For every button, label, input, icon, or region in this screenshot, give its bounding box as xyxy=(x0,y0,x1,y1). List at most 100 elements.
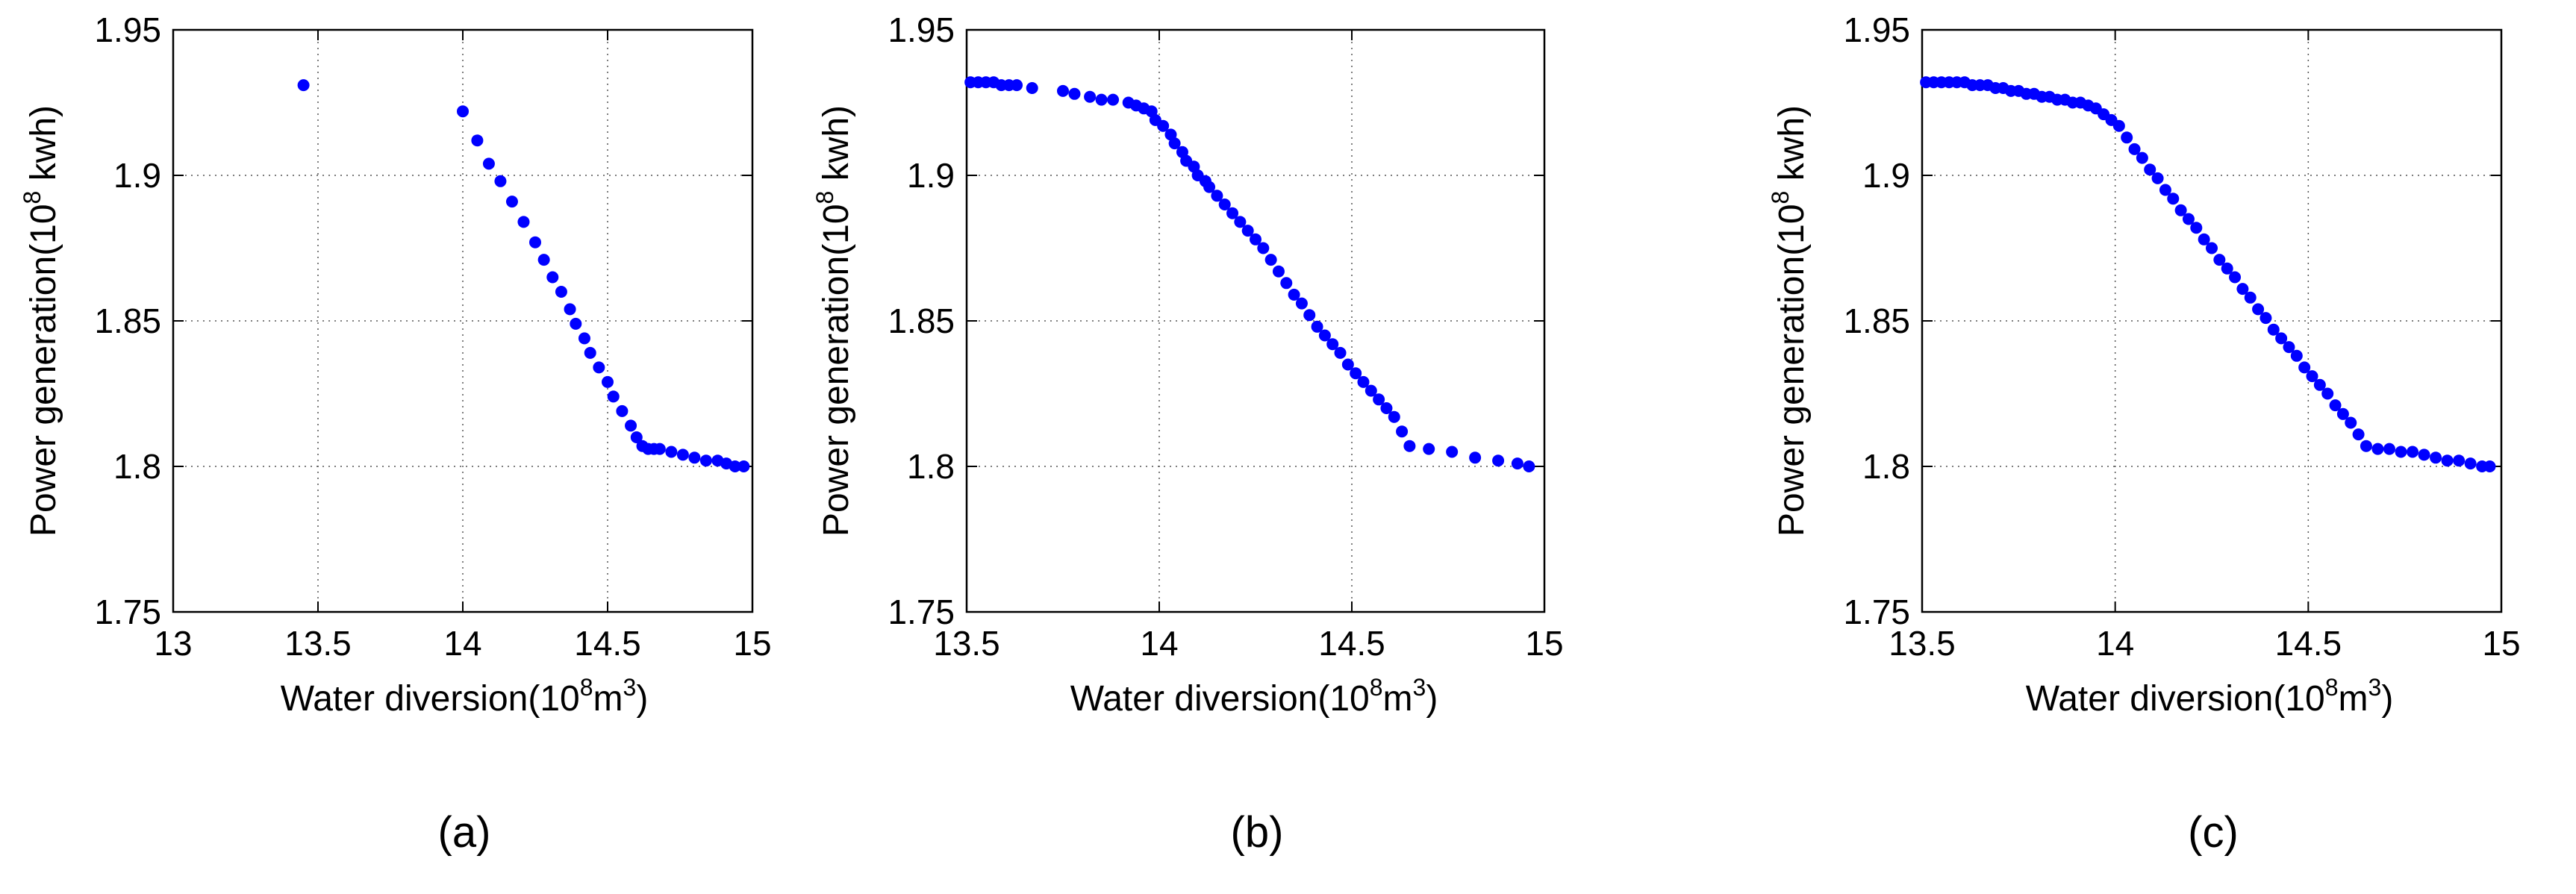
data-point xyxy=(564,303,576,316)
data-point xyxy=(1469,451,1482,464)
data-point xyxy=(1350,367,1362,380)
data-point xyxy=(2252,303,2265,316)
data-point xyxy=(1068,87,1081,100)
data-point xyxy=(1026,82,1038,94)
data-point xyxy=(1203,181,1216,193)
data-point xyxy=(1303,309,1316,322)
data-point xyxy=(1211,190,1223,202)
x-tick-label: 13 xyxy=(154,624,192,663)
y-tick-label: 1.95 xyxy=(94,10,161,49)
data-point xyxy=(1226,207,1239,219)
data-point xyxy=(2144,163,2156,176)
data-point xyxy=(2221,262,2233,275)
x-tick-label: 14 xyxy=(443,624,481,663)
data-point xyxy=(1095,93,1108,106)
x-axis-label: Water diversion(108m3) xyxy=(2026,674,2394,719)
data-point xyxy=(2360,440,2372,452)
data-point xyxy=(2430,451,2442,464)
panel-caption: (b) xyxy=(1231,808,1284,857)
data-point xyxy=(2395,446,2407,458)
data-point xyxy=(1057,84,1069,97)
y-tick-label: 1.85 xyxy=(1843,301,1910,340)
x-tick-label: 15 xyxy=(1525,624,1563,663)
x-tick-label: 13.5 xyxy=(933,624,1000,663)
data-point xyxy=(1326,338,1339,351)
plot-area xyxy=(1922,30,2501,612)
data-point xyxy=(1280,277,1293,290)
data-point xyxy=(546,271,559,284)
data-point xyxy=(2198,233,2210,246)
data-point xyxy=(1423,443,1435,455)
panel-caption: (a) xyxy=(438,808,491,857)
data-point xyxy=(1234,216,1247,228)
y-axis-label: Power generation(108 kwh) xyxy=(19,105,63,537)
data-point xyxy=(2407,446,2419,458)
data-point xyxy=(1523,460,1535,472)
x-tick-label: 14.5 xyxy=(574,624,641,663)
data-point xyxy=(665,446,678,458)
x-tick-label: 14 xyxy=(1140,624,1178,663)
data-point xyxy=(1168,137,1181,150)
data-point xyxy=(1396,425,1409,438)
x-axis-label: Water diversion(108m3) xyxy=(281,674,649,719)
data-point xyxy=(2167,193,2180,205)
data-point xyxy=(2182,213,2195,225)
data-point xyxy=(593,361,605,374)
data-point xyxy=(570,317,582,330)
data-point xyxy=(2267,323,2280,336)
data-point xyxy=(625,419,637,432)
data-point xyxy=(688,451,701,464)
data-point xyxy=(1295,297,1308,310)
data-point xyxy=(2383,443,2395,455)
x-tick-label: 15 xyxy=(2482,624,2520,663)
y-tick-label: 1.75 xyxy=(888,593,955,631)
data-point xyxy=(1257,242,1270,254)
data-point xyxy=(2336,407,2349,420)
data-point xyxy=(2306,370,2318,383)
y-tick-label: 1.95 xyxy=(888,10,955,49)
data-point xyxy=(2453,454,2466,467)
data-point xyxy=(1403,440,1416,452)
data-point xyxy=(607,390,620,403)
data-point xyxy=(602,375,614,388)
data-point xyxy=(1318,329,1331,342)
y-tick-label: 1.9 xyxy=(1862,156,1910,195)
data-point xyxy=(2136,151,2148,164)
axes-box xyxy=(172,28,754,613)
data-point xyxy=(505,196,518,208)
data-point xyxy=(1373,393,1385,406)
data-point xyxy=(1218,199,1231,210)
y-tick-label: 1.8 xyxy=(113,447,161,486)
data-point xyxy=(2352,428,2365,441)
x-tick-label: 13.5 xyxy=(284,624,352,663)
data-point xyxy=(1272,265,1285,278)
data-point xyxy=(2371,443,2384,455)
data-point xyxy=(2229,271,2242,284)
y-tick-label: 1.9 xyxy=(113,156,161,195)
chart-panel-1: 13 13.5 14 14.5 15 1.75 1.8 1.85 1.9 1.95 Water di… xyxy=(19,10,772,857)
x-axis-label: Water diversion(108m3) xyxy=(1070,674,1438,719)
y-tick-label: 1.8 xyxy=(907,447,955,486)
data-point xyxy=(517,216,530,228)
data-point xyxy=(2321,387,2334,400)
data-point xyxy=(1084,90,1097,103)
y-tick-label: 1.85 xyxy=(94,301,161,340)
data-point xyxy=(1311,320,1323,333)
data-point xyxy=(2441,454,2454,467)
y-axis-label: Power generation(108 kwh) xyxy=(1767,105,1812,537)
data-point xyxy=(729,460,741,472)
data-point xyxy=(2418,448,2430,461)
data-point xyxy=(529,236,541,248)
data-point xyxy=(578,332,590,345)
x-tick-label: 14.5 xyxy=(2275,624,2342,663)
data-point xyxy=(2236,283,2249,296)
y-tick-label: 1.9 xyxy=(907,156,955,195)
data-point xyxy=(2329,399,2342,412)
data-point xyxy=(2112,119,2125,132)
data-point xyxy=(1365,384,1377,397)
axes-box xyxy=(965,28,1546,613)
data-point xyxy=(2483,460,2496,472)
y-tick-label: 1.85 xyxy=(888,301,955,340)
data-point xyxy=(2283,341,2295,354)
